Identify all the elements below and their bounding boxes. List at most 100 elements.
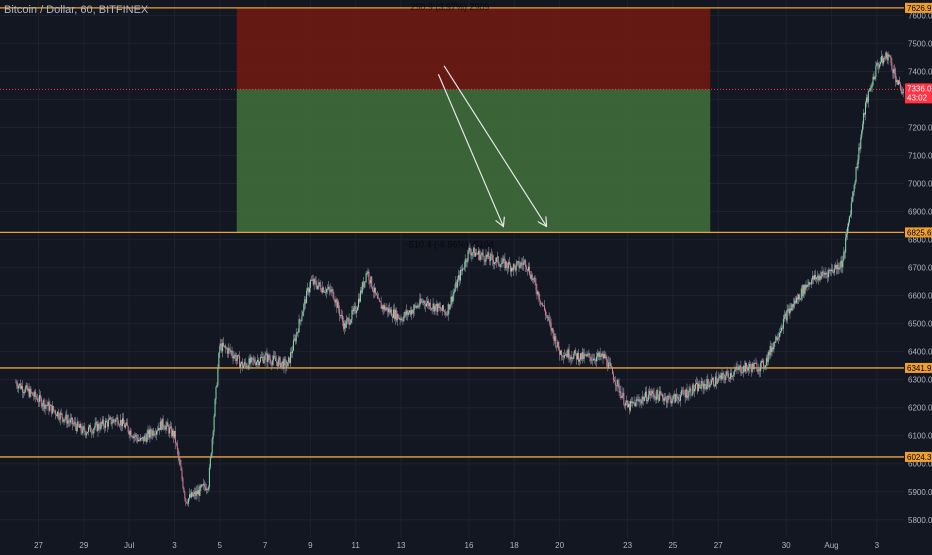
candle [577,349,579,366]
candle-body-up [361,282,363,293]
candle-body-up [288,357,290,362]
candle [370,275,372,287]
candle-body-up [717,377,719,383]
candle-body-down [655,397,657,400]
candle [257,354,259,368]
candle [228,347,230,354]
candle [487,251,489,260]
candle [703,380,705,394]
candle [365,271,367,284]
candle [104,423,106,433]
candle [429,298,431,311]
candle-body-up [700,381,702,389]
candle [168,424,170,437]
candle-body-up [23,392,25,393]
candle [400,314,402,323]
candle-body-down [69,421,71,423]
candle [611,366,613,375]
candle-body-down [415,306,417,308]
candle [437,302,439,316]
candle [725,371,727,384]
candle [369,279,371,289]
candle [73,417,75,427]
candle-body-up [764,365,766,368]
candle-body-up [710,384,712,386]
candle [78,423,80,429]
candle-body-up [218,353,220,369]
candle-body-up [149,429,151,438]
candle [326,284,328,294]
candle-body-up [867,90,869,103]
candle [129,427,131,441]
candle [716,378,718,385]
candle [656,389,658,404]
candle-body-up [410,310,412,315]
candle [473,246,475,258]
candle-body-up [815,277,817,280]
candle-body-down [134,435,136,437]
candle [186,501,188,505]
candle [287,361,289,367]
candle-body-down [832,271,834,273]
candle-body-down [21,386,23,393]
candle [659,386,661,402]
candle [358,293,360,310]
candle-body-down [148,430,150,438]
candle [138,434,140,442]
candle [298,314,300,333]
candle-body-down [559,349,561,355]
candle [378,297,380,303]
level-price-label: 6024.3 [907,453,932,462]
candle-body-down [841,260,843,268]
candle-body-up [760,362,762,372]
candle-body-down [376,295,378,299]
candle-body-down [548,317,550,321]
candle-body-down [691,394,693,396]
candle-body-down [284,359,286,361]
candle-body-up [25,385,27,388]
candle [45,399,47,409]
candle [498,261,500,267]
candle [730,367,732,380]
candle-body-up [64,418,66,420]
candle-body-up [865,97,867,103]
candle [35,388,37,403]
candle [27,386,29,393]
candle [404,311,406,319]
candle-body-up [751,363,753,372]
candle [756,360,758,372]
candle [272,355,274,369]
candle-body-up [157,428,159,431]
candle [467,250,469,263]
candle-body-down [224,345,226,349]
candle-body-down [894,68,896,74]
candle-body-up [416,305,418,308]
candle-body-down [478,250,480,260]
candle [755,357,757,365]
candle-body-up [65,414,67,419]
candle [459,266,461,284]
candle [341,309,343,320]
candle [675,393,677,404]
candle [667,394,669,404]
candle [781,324,783,331]
candle [516,261,518,267]
candle-body-down [750,367,752,372]
candle [345,315,347,329]
candle-body-up [622,392,624,397]
candle [835,264,837,275]
candle-body-up [87,431,89,434]
candle-body-down [652,390,654,394]
candle-body-down [476,252,478,254]
candle-body-down [72,417,74,425]
candle [611,363,613,369]
candle-body-down [661,393,663,395]
candle-body-up [291,350,293,354]
candle-body-up [370,276,372,284]
candle [847,223,849,240]
candle-body-up [437,303,439,312]
candle [790,302,792,313]
candle [322,281,324,295]
